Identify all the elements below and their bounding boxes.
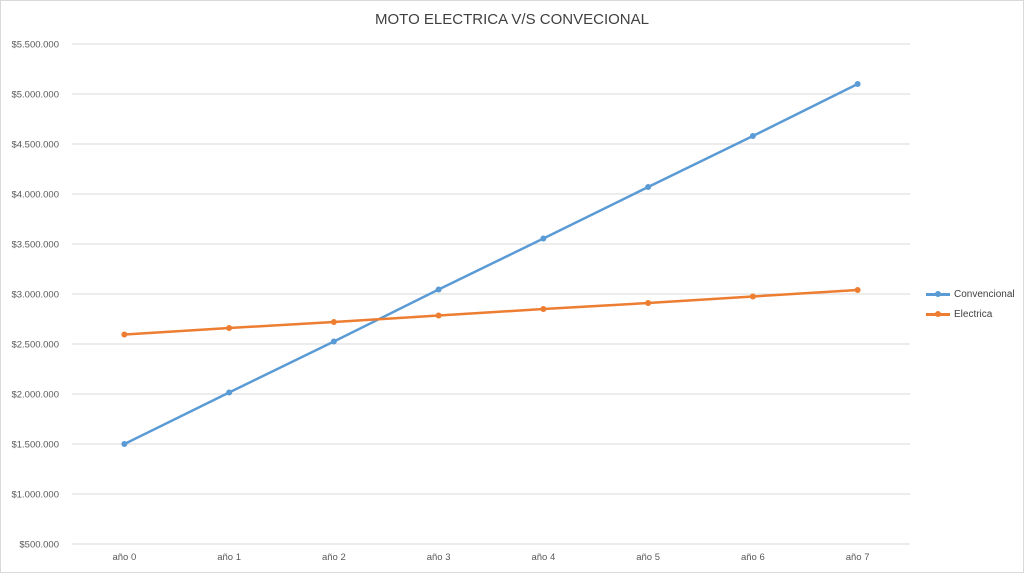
y-tick-label: $3.000.000 — [11, 290, 59, 301]
data-point-electrica — [330, 319, 337, 325]
x-tick-label: año 0 — [112, 552, 136, 563]
y-tick-label: $5.000.000 — [11, 90, 59, 101]
series-line-electrica — [123, 288, 859, 336]
x-tick-label: año 5 — [636, 552, 660, 563]
series-line-convencional — [123, 82, 859, 446]
y-tick-label: $2.500.000 — [11, 340, 59, 351]
data-point-electrica — [121, 331, 128, 338]
x-tick-label: año 3 — [427, 552, 451, 563]
legend-label-convencional: Convencional — [954, 288, 1015, 300]
legend-item-electrica: Electrica — [926, 304, 1015, 324]
data-point-convencional — [749, 133, 756, 139]
x-tick-label: año 4 — [531, 552, 555, 563]
legend-label-electrica: Electrica — [954, 308, 993, 320]
data-point-convencional — [854, 81, 861, 87]
data-point-electrica — [749, 293, 756, 300]
x-tick-label: año 2 — [322, 552, 346, 563]
data-point-electrica — [435, 312, 442, 319]
gridlines — [72, 43, 910, 545]
legend-item-convencional: Convencional — [926, 284, 1015, 304]
data-point-convencional — [435, 286, 442, 293]
y-tick-label: $2.000.000 — [11, 390, 59, 401]
y-tick-label: $1.000.000 — [11, 490, 59, 501]
series-convencional — [121, 81, 861, 447]
x-tick-label: año 7 — [846, 552, 870, 563]
y-tick-label: $3.500.000 — [11, 240, 59, 251]
data-point-convencional — [121, 441, 128, 447]
y-tick-label: $1.500.000 — [11, 440, 59, 451]
x-tick-label: año 6 — [741, 552, 765, 563]
y-tick-label: $5.500.000 — [11, 40, 59, 51]
data-point-electrica — [226, 325, 233, 331]
y-tick-label: $500.000 — [19, 540, 59, 551]
data-point-electrica — [645, 300, 652, 306]
series-electrica — [121, 287, 861, 338]
y-tick-label: $4.000.000 — [11, 190, 59, 201]
data-point-convencional — [645, 184, 652, 190]
x-axis-tick-labels: año 0 año 1 año 2 año 3 año 4 año 5 año 6 año 7 — [112, 552, 869, 563]
legend-swatch-electrica — [926, 309, 950, 319]
y-tick-label: $4.500.000 — [11, 140, 59, 151]
series-layer — [121, 81, 861, 447]
x-tick-label: año 1 — [217, 552, 241, 563]
legend-swatch-convencional — [926, 289, 950, 299]
data-point-electrica — [540, 306, 547, 312]
data-point-electrica — [854, 287, 861, 293]
legend: Convencional Electrica — [926, 284, 1015, 324]
chart-title: MOTO ELECTRICA V/S CONVECIONAL — [375, 11, 649, 28]
y-axis-tick-labels: $500.000 $1.000.000 $1.500.000 $2.000.000 $2… — [11, 40, 59, 551]
data-point-convencional — [330, 338, 337, 345]
data-point-convencional — [226, 389, 233, 396]
data-point-convencional — [540, 235, 547, 242]
